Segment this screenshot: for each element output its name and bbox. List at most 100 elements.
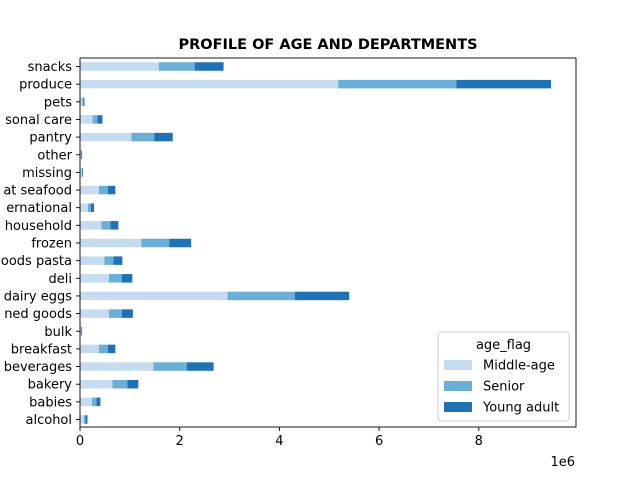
y-tick-label: oods pasta <box>1 254 72 269</box>
bar-pantry-senior <box>131 132 155 142</box>
x-axis-ticks: 0 2 4 6 8 <box>76 427 483 449</box>
x-tick-label: 6 <box>375 434 383 449</box>
bar-frozen-young-adult <box>169 238 192 248</box>
bar-dry-goods-pasta-senior <box>104 256 114 265</box>
bar-international-middle-age <box>80 203 88 212</box>
bar-pets-middle-age <box>80 97 83 107</box>
bar-meat-seafood-senior <box>98 185 108 195</box>
y-tick-label: babies <box>29 395 72 410</box>
y-tick-label: sonal care <box>5 113 72 128</box>
bar-household-senior <box>101 221 111 230</box>
bar-produce-young-adult <box>456 79 552 89</box>
bar-babies-middle-age <box>80 397 92 407</box>
legend-label: Middle-age <box>483 359 555 374</box>
x-tick-label: 8 <box>475 434 483 449</box>
bar-bulk-senior <box>80 327 82 336</box>
bar-dairy-eggs-senior <box>227 291 295 301</box>
y-tick-label: produce <box>19 78 72 93</box>
bar-produce-senior <box>338 79 457 89</box>
plot-frame <box>79 57 577 428</box>
y-tick-label: snacks <box>28 60 73 75</box>
bars-group <box>80 62 552 424</box>
bar-frozen-senior <box>141 238 170 248</box>
bar-deli-young-adult <box>121 274 133 283</box>
legend-swatch <box>444 402 472 412</box>
bar-breakfast-middle-age <box>80 344 99 354</box>
bar-snacks-young-adult <box>194 62 224 71</box>
bar-canned-goods-young-adult <box>121 309 133 318</box>
bar-other-middle-age <box>80 150 81 159</box>
bar-bulk-young-adult <box>81 327 83 336</box>
bar-canned-goods-senior <box>108 309 122 318</box>
bar-personal-care-middle-age <box>80 115 93 124</box>
bar-bakery-middle-age <box>80 379 113 389</box>
bar-meat-seafood-young-adult <box>107 185 116 195</box>
bar-pets-senior <box>82 97 84 107</box>
bar-pantry-middle-age <box>80 132 132 142</box>
bar-missing-young-adult <box>82 168 84 177</box>
x-axis-multiplier: 1e6 <box>550 455 575 470</box>
bar-bakery-senior <box>112 379 128 389</box>
y-tick-label: household <box>5 219 72 234</box>
bar-dairy-eggs-middle-age <box>80 291 228 301</box>
bar-deli-middle-age <box>80 274 109 283</box>
bar-other-senior <box>80 150 82 159</box>
y-tick-label: deli <box>49 272 72 287</box>
y-tick-label: missing <box>22 166 72 181</box>
y-tick-label: pets <box>44 95 72 110</box>
y-tick-label: ned goods <box>4 307 72 322</box>
bar-alcohol-senior <box>83 415 86 424</box>
legend-label: Senior <box>483 380 525 395</box>
bar-beverages-middle-age <box>80 362 154 371</box>
bar-snacks-middle-age <box>80 62 159 71</box>
bar-bulk-middle-age <box>80 327 81 336</box>
bar-missing-senior <box>81 168 83 177</box>
bar-snacks-senior <box>158 62 195 71</box>
bar-canned-goods-middle-age <box>80 309 109 318</box>
legend-label: Young adult <box>482 401 559 416</box>
x-tick-label: 4 <box>275 434 283 449</box>
bar-beverages-young-adult <box>186 362 214 371</box>
y-tick-label: alcohol <box>26 413 72 428</box>
y-tick-label: breakfast <box>11 342 72 357</box>
bar-other-young-adult <box>81 150 83 159</box>
bar-alcohol-middle-age <box>80 415 84 424</box>
x-tick-label: 0 <box>76 434 84 449</box>
bar-beverages-senior <box>153 362 187 371</box>
bar-personal-care-senior <box>92 115 98 124</box>
y-tick-label: beverages <box>4 360 73 375</box>
y-tick-label: ernational <box>6 201 72 216</box>
bar-frozen-middle-age <box>80 238 142 248</box>
bar-breakfast-senior <box>98 344 108 354</box>
legend-swatch <box>444 381 472 391</box>
y-tick-label: other <box>37 148 72 163</box>
y-tick-label: bakery <box>28 378 73 393</box>
bar-household-middle-age <box>80 221 102 230</box>
legend-title: age_flag <box>476 338 531 353</box>
legend-swatch <box>444 360 472 370</box>
bar-personal-care-young-adult <box>97 115 103 124</box>
y-axis-ticks: alcohol babies bakery beverages breakfast bul… <box>1 60 80 428</box>
legend: age_flag Middle-age Senior Young adult <box>437 331 570 422</box>
bar-international-senior <box>87 203 91 212</box>
bar-babies-young-adult <box>96 397 101 407</box>
y-tick-label: frozen <box>31 237 72 252</box>
y-tick-label: bulk <box>44 325 72 340</box>
bar-dry-goods-pasta-young-adult <box>113 256 123 265</box>
y-tick-label: pantry <box>29 131 72 146</box>
bar-household-young-adult <box>110 221 119 230</box>
chart-title: PROFILE OF AGE AND DEPARTMENTS <box>178 37 477 53</box>
bar-dairy-eggs-young-adult <box>294 291 350 301</box>
x-tick-label: 2 <box>176 434 184 449</box>
bar-meat-seafood-middle-age <box>80 185 99 195</box>
legend-box <box>437 331 570 422</box>
bar-pets-young-adult <box>83 97 85 107</box>
bar-pantry-young-adult <box>154 132 173 142</box>
bar-missing-middle-age <box>80 168 82 177</box>
bar-produce-middle-age <box>80 79 339 89</box>
y-tick-label: at seafood <box>3 184 72 199</box>
bar-breakfast-young-adult <box>107 344 116 354</box>
bar-dry-goods-pasta-middle-age <box>80 256 105 265</box>
bar-international-young-adult <box>90 203 94 212</box>
